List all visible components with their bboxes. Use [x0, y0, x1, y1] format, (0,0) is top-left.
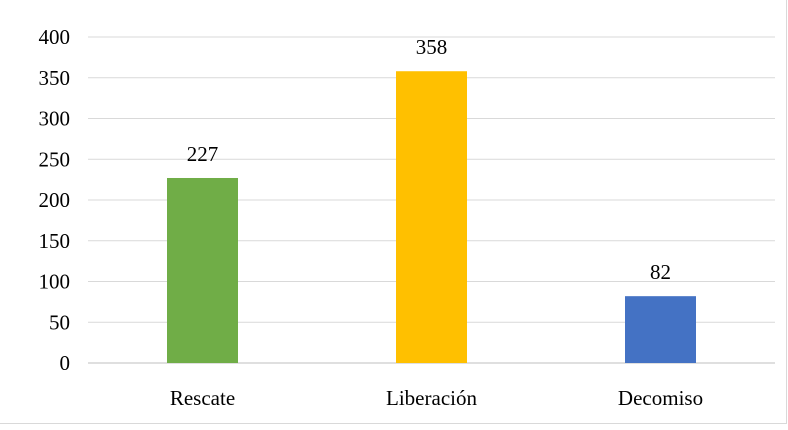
x-tick-label: Rescate [170, 386, 235, 410]
y-tick-label: 100 [39, 270, 71, 294]
data-label: 82 [650, 260, 671, 284]
data-label: 358 [416, 35, 448, 59]
x-tick-label: Decomiso [618, 386, 703, 410]
y-tick-label: 300 [39, 107, 71, 131]
y-tick-label: 150 [39, 229, 71, 253]
x-axis-ticks: Rescate Liberación Decomiso [170, 386, 703, 410]
bar-rescate [167, 177, 238, 363]
bars [167, 71, 696, 363]
bar-decomiso [625, 296, 696, 363]
y-tick-label: 200 [39, 188, 71, 212]
y-axis-ticks: 0 50 100 150 200 250 300 350 400 [39, 25, 71, 375]
x-tick-label: Liberación [386, 386, 477, 410]
y-tick-label: 350 [39, 66, 71, 90]
bar-liberación [396, 71, 467, 363]
data-labels: 227 358 82 [187, 35, 671, 284]
y-tick-label: 50 [49, 310, 70, 334]
y-tick-label: 250 [39, 147, 71, 171]
y-tick-label: 0 [60, 351, 71, 375]
y-tick-label: 400 [39, 25, 71, 49]
data-label: 227 [187, 142, 219, 166]
